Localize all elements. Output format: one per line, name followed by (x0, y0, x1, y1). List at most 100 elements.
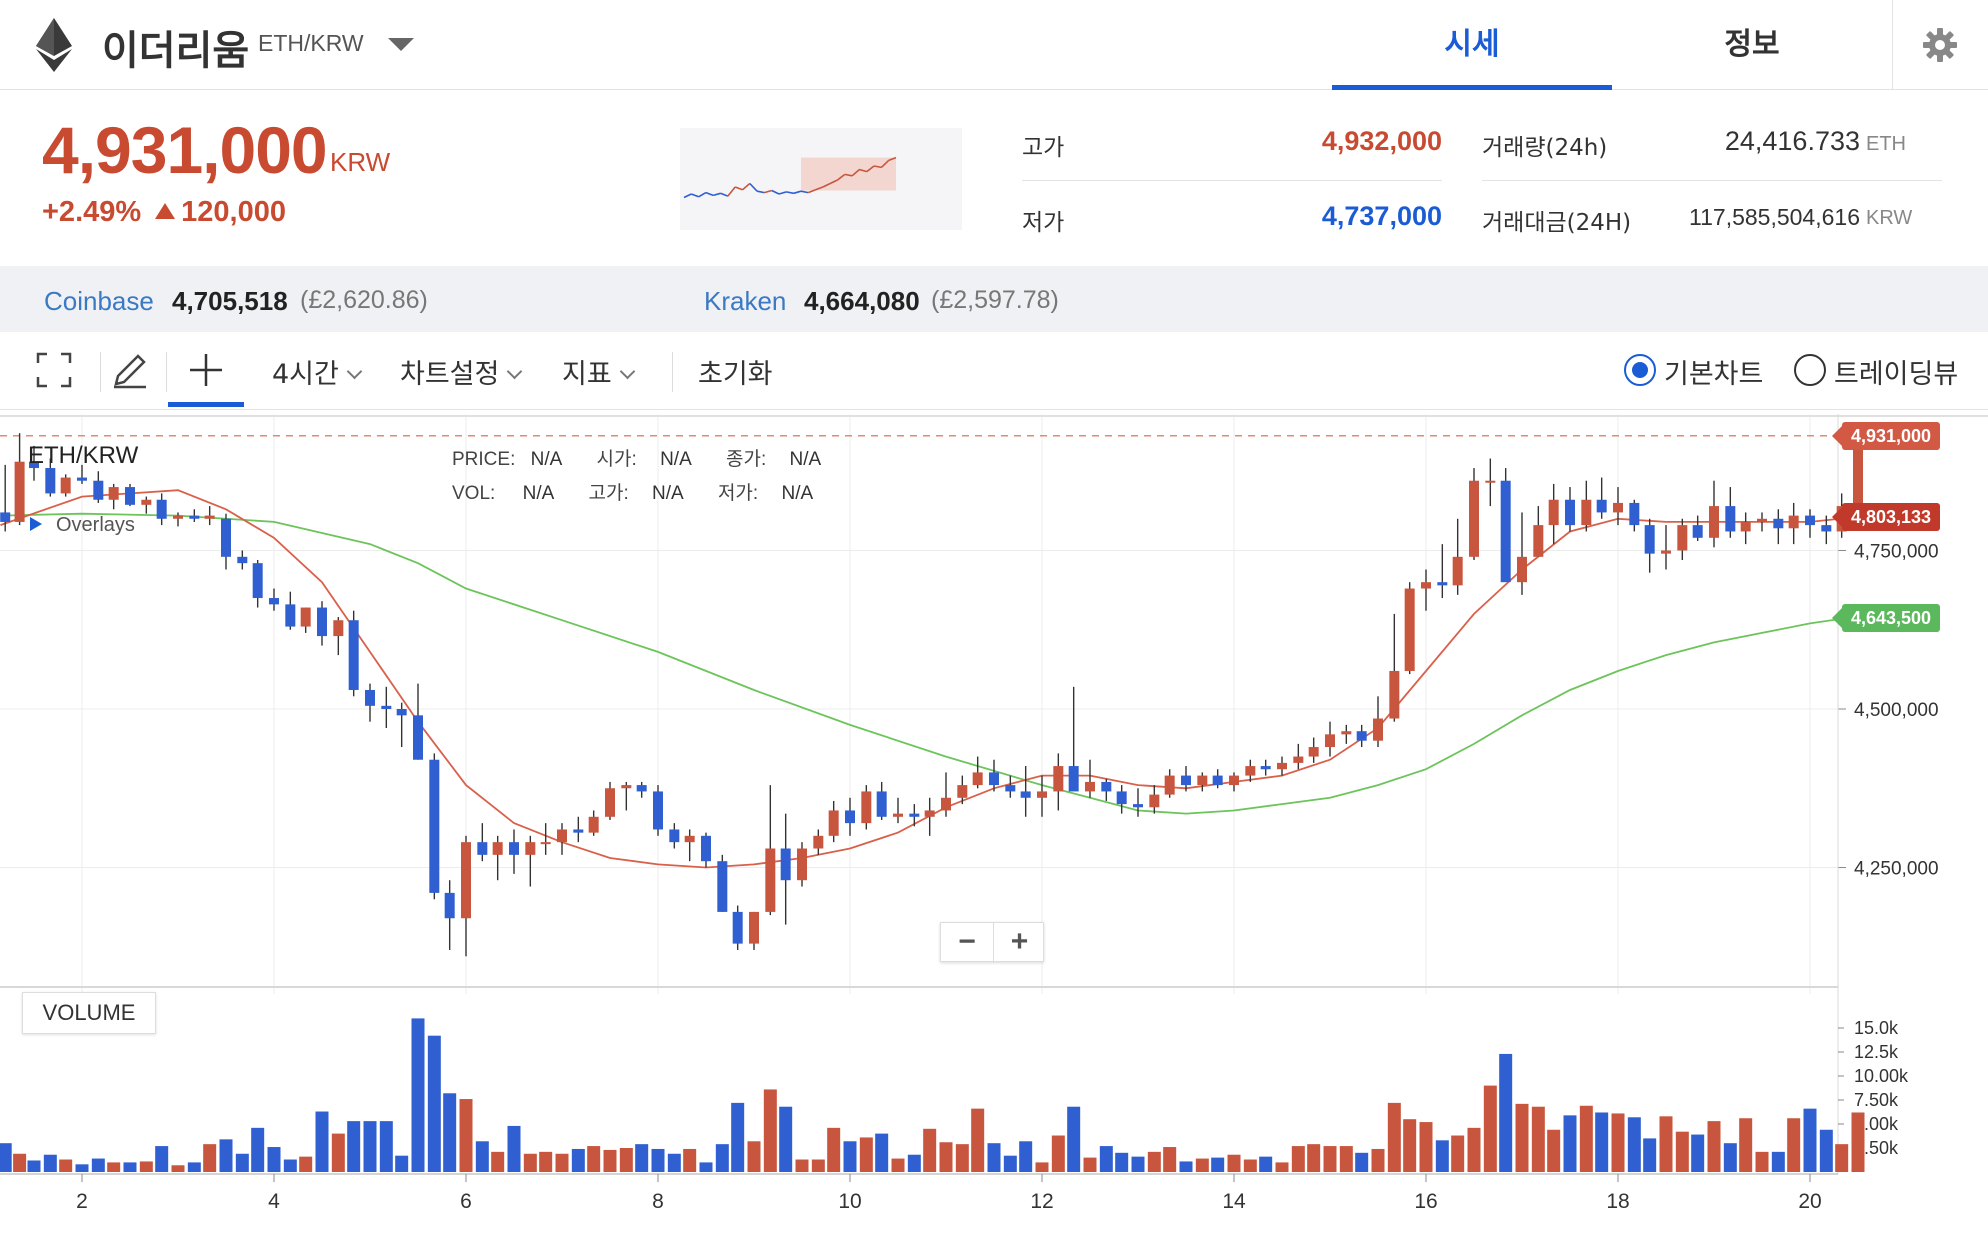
reset-button[interactable]: 초기화 (698, 359, 773, 390)
tradingview-radio[interactable] (1794, 354, 1826, 386)
basic-chart-label[interactable]: 기본차트 (1664, 359, 1764, 390)
volume-bar (1307, 1144, 1321, 1172)
zoom-in-button[interactable]: + (993, 923, 1045, 963)
volume-bar (891, 1158, 905, 1172)
candle (1709, 506, 1719, 538)
chart-settings-dropdown[interactable]: 차트설정 (400, 352, 523, 391)
volume-bar (187, 1162, 201, 1172)
legend-high-label: 고가: (588, 483, 629, 504)
candle (1229, 775, 1239, 786)
candle (1692, 525, 1703, 538)
candle (237, 556, 248, 564)
volume-bar (1851, 1112, 1865, 1172)
exchange-kraken-name[interactable]: Kraken (704, 286, 787, 316)
last-price-tag: 4,931,000 (1832, 421, 1940, 450)
candlestick-chart[interactable]: 4,750,000 4,500,000 4,250,000 15.0k 12.5k 10.… (0, 414, 1988, 1238)
sparkline-segment (727, 186, 736, 197)
chart-toolbar: 4시간 차트설정 지표 초기화 기본차트 트레이딩뷰 (0, 332, 1988, 410)
candle (1277, 762, 1287, 770)
candle (749, 911, 759, 944)
legend-low-value: N/A (781, 483, 814, 504)
toolbar-divider (166, 352, 167, 392)
chart-area[interactable]: 4,750,000 4,500,000 4,250,000 15.0k 12.5k 10.… (0, 414, 1988, 1238)
volume-bar (1323, 1146, 1337, 1172)
volume-bar (1787, 1118, 1801, 1172)
overlays-toggle[interactable]: Overlays (30, 514, 135, 537)
volume-bar (715, 1144, 729, 1172)
ma-short-price-tag: 4,803,133 (1832, 502, 1940, 531)
x-tick-label: 12 (1030, 1190, 1053, 1213)
candle (1037, 791, 1047, 798)
crosshair-icon[interactable] (186, 350, 226, 390)
candle (93, 480, 104, 500)
basic-chart-radio[interactable] (1624, 354, 1656, 386)
candle (45, 468, 56, 494)
chevron-down-icon[interactable] (388, 38, 414, 51)
tab-info[interactable]: 정보 (1612, 0, 1892, 90)
candle (1437, 582, 1448, 586)
interval-dropdown[interactable]: 4시간 (272, 352, 363, 391)
candle (189, 515, 200, 519)
volume-bar (1259, 1156, 1273, 1172)
candle (285, 604, 296, 627)
candle (780, 848, 791, 881)
volume-bar (347, 1121, 361, 1172)
x-tick-label: 4 (268, 1190, 280, 1213)
volume-bar (107, 1162, 121, 1172)
candle (14, 461, 25, 522)
legend-open-label: 시가: (596, 449, 637, 470)
volume-bar (667, 1153, 681, 1172)
volume-bar (1387, 1102, 1401, 1172)
volume-bar (843, 1141, 857, 1172)
volume-bar (603, 1149, 617, 1172)
volume-bar (1275, 1162, 1289, 1172)
candle (605, 788, 615, 817)
exchange-coinbase-name[interactable]: Coinbase (44, 286, 154, 316)
candle (173, 515, 183, 519)
volume-bar (1739, 1118, 1753, 1172)
volume-bar (59, 1159, 73, 1172)
y-tick-label: 4,250,000 (1854, 859, 1939, 880)
sparkline-segment (720, 192, 729, 197)
candle (413, 715, 423, 760)
candle (797, 848, 807, 881)
volume-bar (1403, 1119, 1417, 1172)
volume-bar (763, 1089, 777, 1172)
tradingview-label[interactable]: 트레이딩뷰 (1834, 359, 1959, 390)
volume-bar (955, 1144, 969, 1172)
chevron-down-icon (507, 363, 523, 380)
sparkline-segment (888, 156, 897, 162)
volume-bar (427, 1035, 441, 1172)
volume-tick-label: 7.50k (1854, 1090, 1899, 1110)
change-percent: +2.49% (42, 196, 142, 228)
candle (1821, 525, 1832, 532)
candle (989, 772, 999, 786)
exchange-coinbase-price: 4,705,518 (172, 286, 288, 316)
sparkline-segment (815, 186, 824, 191)
indicators-dropdown[interactable]: 지표 (562, 352, 635, 391)
volume-bar (315, 1111, 329, 1172)
volume-bar (875, 1133, 889, 1172)
volume-bar (923, 1128, 937, 1172)
coin-pair: ETH/KRW (258, 30, 364, 56)
pencil-icon[interactable] (110, 350, 150, 390)
legend-vol-value: N/A (522, 483, 554, 504)
sparkline-segment (778, 191, 787, 195)
volume-bar (1371, 1148, 1385, 1172)
x-tick-label: 2 (76, 1190, 88, 1213)
volume-bar (1499, 1053, 1513, 1172)
candle (477, 842, 488, 855)
candle (621, 785, 632, 789)
fullscreen-icon[interactable] (34, 350, 74, 390)
settings-button[interactable] (1892, 0, 1988, 90)
volume-bar (1115, 1152, 1129, 1172)
candle (845, 810, 855, 824)
x-tick-label: 8 (652, 1190, 664, 1213)
volume-bar (1627, 1117, 1641, 1172)
candle (461, 842, 471, 919)
sparkline-chart (683, 156, 897, 199)
zoom-out-button[interactable]: − (958, 925, 976, 958)
x-tick-label: 14 (1222, 1190, 1246, 1213)
tab-price[interactable]: 시세 (1332, 0, 1612, 90)
candle (557, 829, 567, 843)
